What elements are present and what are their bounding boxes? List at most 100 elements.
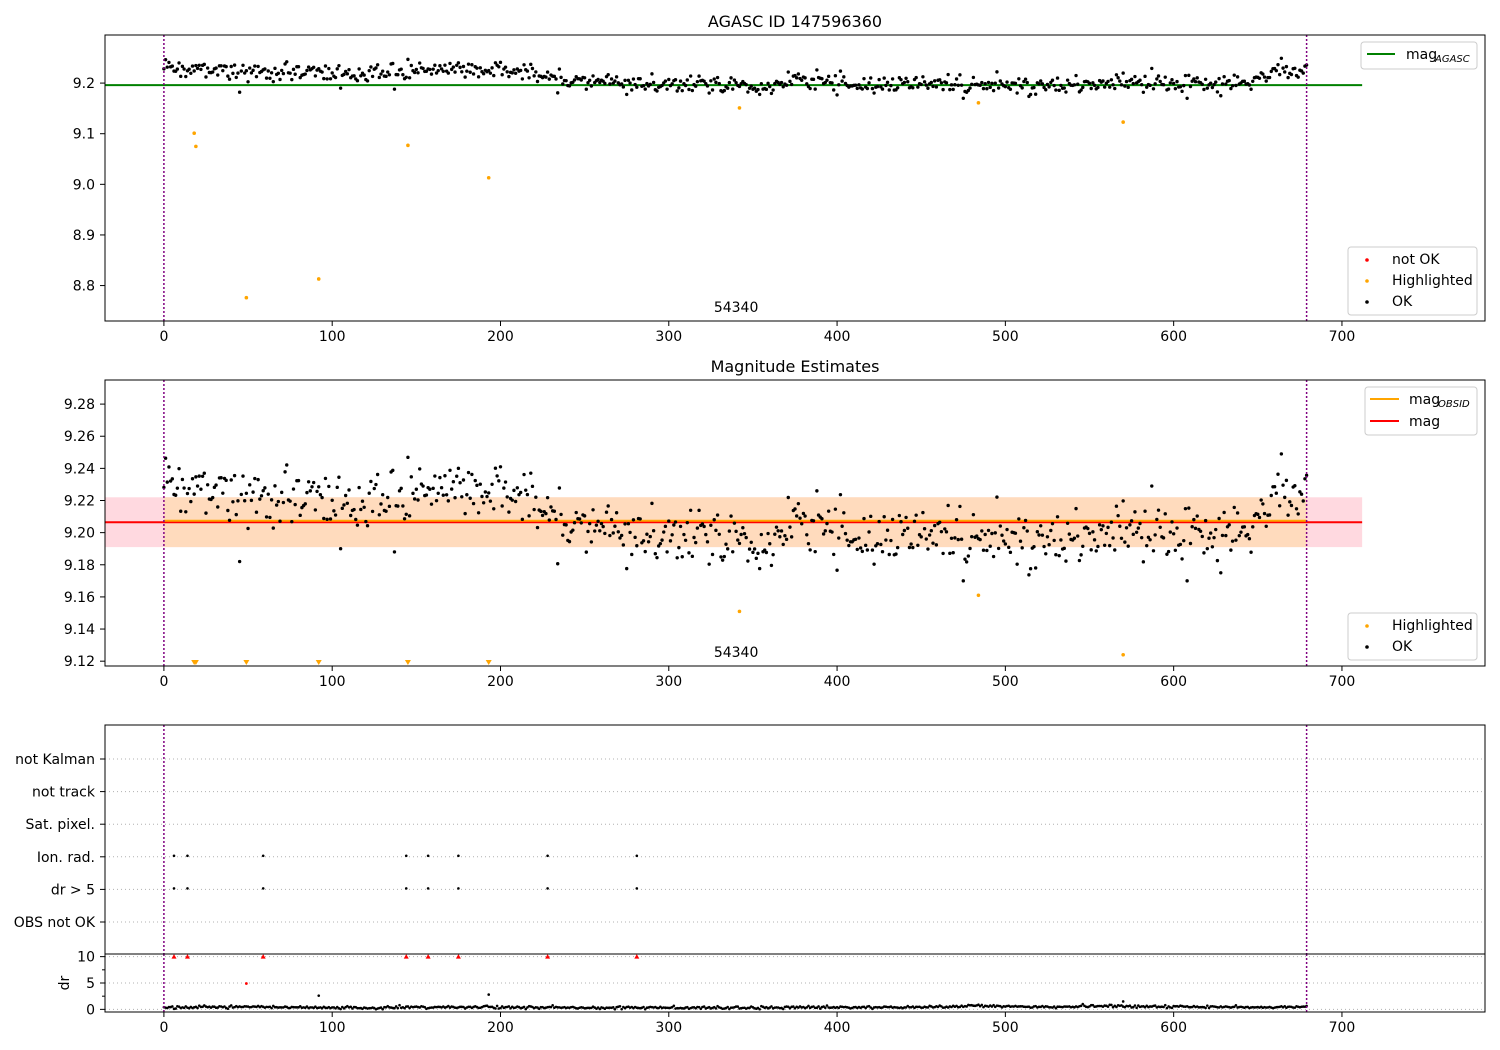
ok-point xyxy=(988,544,992,548)
dr-ok-point xyxy=(1165,1006,1169,1010)
ok-point xyxy=(773,532,777,536)
ok-point xyxy=(1091,530,1095,534)
ok-point xyxy=(421,66,425,71)
ok-point xyxy=(1033,92,1038,96)
ok-point xyxy=(465,493,469,497)
ok-point xyxy=(448,468,452,472)
ok-point xyxy=(1195,76,1199,80)
ok-point xyxy=(700,522,705,526)
ok-point xyxy=(471,72,476,76)
ok-point xyxy=(589,84,594,88)
dr-ok-point xyxy=(977,1003,980,1007)
ok-point xyxy=(1003,542,1008,546)
ok-point xyxy=(547,518,551,522)
ok-point xyxy=(170,477,175,481)
ok-point xyxy=(242,499,247,503)
ok-point xyxy=(409,63,413,68)
ok-point xyxy=(184,74,188,79)
ok-point xyxy=(545,70,550,74)
ok-point xyxy=(1141,90,1146,94)
ok-point xyxy=(857,83,861,87)
ok-point xyxy=(1077,558,1082,563)
ok-point xyxy=(749,540,753,544)
ok-point xyxy=(922,527,927,531)
ok-point xyxy=(1180,557,1184,561)
ok-point xyxy=(618,536,622,540)
ok-point xyxy=(789,535,794,539)
ok-point xyxy=(630,552,634,557)
ok-point xyxy=(1092,538,1097,542)
ok-point xyxy=(953,536,957,540)
ok-point xyxy=(244,491,249,496)
ok-point xyxy=(586,529,590,534)
dr-ok-point xyxy=(1110,1003,1113,1007)
ok-point xyxy=(1094,549,1098,553)
ok-point xyxy=(232,63,237,67)
ok-point xyxy=(567,539,572,544)
ok-point xyxy=(766,531,770,536)
top-xtick-label: 700 xyxy=(1329,329,1356,345)
ok-point xyxy=(502,486,506,490)
ok-point xyxy=(641,83,646,88)
ok-point xyxy=(475,66,479,70)
ok-point xyxy=(1190,525,1194,529)
ok-point xyxy=(1114,73,1119,77)
ok-point xyxy=(776,529,780,533)
ok-point xyxy=(271,526,275,530)
dr-ok-point xyxy=(494,1007,497,1010)
ok-point xyxy=(991,554,996,559)
dr-ok-point xyxy=(1121,1000,1125,1003)
ok-point xyxy=(1096,544,1100,549)
ok-point xyxy=(939,81,944,85)
ok-point xyxy=(402,517,407,521)
middle-panel-title: Magnitude Estimates xyxy=(711,357,880,376)
ok-point xyxy=(1119,83,1124,87)
ok-point xyxy=(959,83,964,87)
dr-ok-point xyxy=(1234,1004,1238,1007)
ok-point xyxy=(320,70,324,74)
ok-point xyxy=(628,81,632,85)
ok-point xyxy=(709,523,713,528)
ok-point xyxy=(906,526,910,530)
flag-category-label: dr > 5 xyxy=(51,882,95,898)
ok-point xyxy=(593,529,597,533)
ok-point xyxy=(643,87,647,91)
ok-point xyxy=(1087,531,1092,536)
ok-point xyxy=(355,523,360,527)
dr-ok-point xyxy=(1163,1003,1167,1007)
ok-point xyxy=(1286,75,1290,80)
ok-point xyxy=(707,91,711,95)
ok-point xyxy=(869,76,873,80)
ok-point xyxy=(337,63,341,68)
ok-point xyxy=(794,514,799,518)
ok-point xyxy=(996,86,1001,90)
ok-point xyxy=(614,75,619,79)
ok-point xyxy=(756,551,760,556)
top-xtick-label: 0 xyxy=(159,329,168,345)
ok-point xyxy=(1003,84,1008,89)
ok-point xyxy=(1052,538,1056,543)
ok-point xyxy=(949,83,954,87)
ok-point xyxy=(288,71,292,75)
highlighted-point xyxy=(976,101,981,105)
ok-point xyxy=(783,534,787,538)
dr-ok-point xyxy=(643,1007,647,1011)
ok-point xyxy=(660,83,664,88)
ok-point xyxy=(725,547,730,551)
ok-point xyxy=(1039,524,1043,528)
ok-point xyxy=(561,82,565,86)
ok-point xyxy=(466,470,471,475)
ok-point xyxy=(902,528,907,533)
ok-point xyxy=(476,511,481,515)
ok-point xyxy=(1062,546,1066,551)
ok-point xyxy=(757,566,762,571)
ok-point xyxy=(1205,86,1210,90)
flag-point xyxy=(172,887,176,890)
ok-point xyxy=(811,77,816,82)
ok-point xyxy=(1113,86,1117,91)
dr-ok-point xyxy=(1079,1004,1083,1008)
ok-point xyxy=(729,76,733,80)
ok-point xyxy=(177,61,181,65)
ok-point xyxy=(1203,518,1208,523)
highlighted-point xyxy=(1121,652,1125,657)
